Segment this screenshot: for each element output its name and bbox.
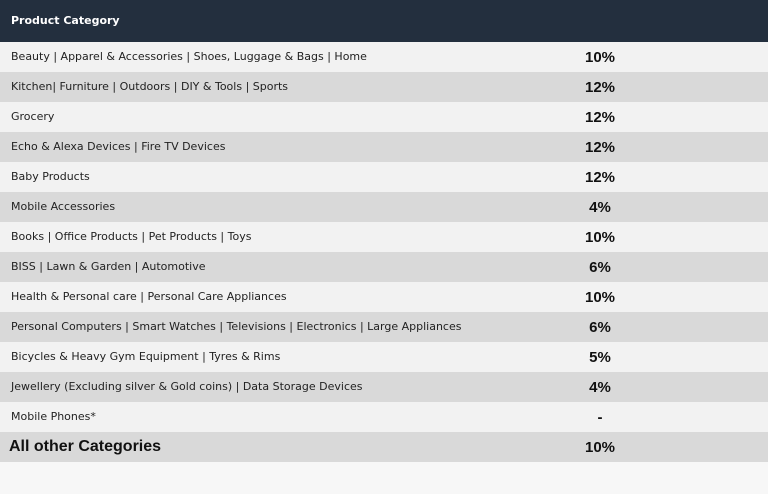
rate-cell: 12%	[584, 109, 616, 126]
category-cell: Health & Personal care | Personal Care A…	[11, 290, 287, 303]
category-cell: Kitchen| Furniture | Outdoors | DIY & To…	[11, 80, 289, 93]
table-row: Mobile Accessories 4%	[0, 192, 768, 222]
table-row: Baby Products 12%	[0, 162, 768, 192]
header-cell: Product Category	[11, 14, 120, 27]
table-row: Grocery 12%	[0, 102, 768, 132]
rate-cell: 12%	[584, 139, 616, 156]
rate-cell: 10%	[584, 439, 616, 456]
rate-cell: 4%	[589, 199, 611, 216]
table-row: BISS | Lawn & Garden | Automotive 6%	[0, 252, 768, 282]
table-row: Health & Personal care | Personal Care A…	[0, 282, 768, 312]
table-row: All other Categories 10%	[0, 432, 768, 462]
category-cell: BISS | Lawn & Garden | Automotive	[11, 260, 206, 273]
rate-cell: -	[597, 409, 603, 426]
rate-cell: 12%	[584, 169, 616, 186]
table-row: Beauty | Apparel & Accessories | Shoes, …	[0, 42, 768, 72]
category-cell: Mobile Accessories	[11, 200, 116, 213]
category-cell: Mobile Phones*	[11, 410, 96, 423]
table-row: Mobile Phones* -	[0, 402, 768, 432]
table-row: Personal Computers | Smart Watches | Tel…	[0, 312, 768, 342]
rate-cell: 5%	[589, 349, 611, 366]
category-cell: Baby Products	[11, 170, 90, 183]
category-cell: Personal Computers | Smart Watches | Tel…	[11, 320, 462, 333]
table-row: Bicycles & Heavy Gym Equipment | Tyres &…	[0, 342, 768, 372]
table-row: Kitchen| Furniture | Outdoors | DIY & To…	[0, 72, 768, 102]
table-row: Jewellery (Excluding silver & Gold coins…	[0, 372, 768, 402]
rate-cell: 4%	[589, 379, 611, 396]
rate-cell: 12%	[584, 79, 616, 96]
rate-cell: 10%	[584, 49, 616, 66]
rate-cell: 10%	[584, 229, 616, 246]
category-cell: Jewellery (Excluding silver & Gold coins…	[11, 380, 363, 393]
table-row: Books | Office Products | Pet Products |…	[0, 222, 768, 252]
category-cell: Books | Office Products | Pet Products |…	[11, 230, 252, 243]
rate-cell: 6%	[589, 319, 611, 336]
category-cell: Echo & Alexa Devices | Fire TV Devices	[11, 140, 226, 153]
category-cell: All other Categories	[9, 438, 162, 455]
category-cell: Bicycles & Heavy Gym Equipment | Tyres &…	[11, 350, 281, 363]
category-cell: Beauty | Apparel & Accessories | Shoes, …	[11, 50, 367, 63]
rate-cell: 10%	[584, 289, 616, 306]
category-cell: Grocery	[11, 110, 55, 123]
table-row: Echo & Alexa Devices | Fire TV Devices 12…	[0, 132, 768, 162]
table-header: Product Category	[0, 0, 768, 42]
rate-cell: 6%	[589, 259, 611, 276]
